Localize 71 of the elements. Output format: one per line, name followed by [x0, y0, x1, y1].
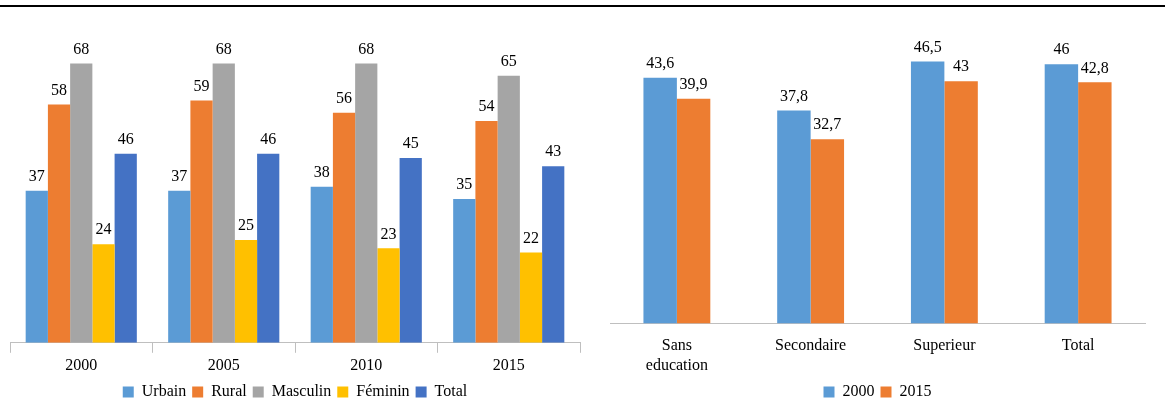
data-label: 37,8 — [779, 86, 808, 104]
bar — [399, 157, 422, 343]
bar — [47, 104, 71, 343]
data-label: 46 — [260, 130, 277, 148]
x-tick-label: Sans education — [645, 336, 708, 373]
data-label: 46 — [1053, 40, 1070, 58]
bar — [453, 199, 476, 343]
x-tick-label: Superieur — [913, 336, 977, 355]
legend-label: Féminin — [356, 382, 410, 400]
data-label: 68 — [358, 39, 375, 57]
data-label: 43 — [545, 142, 562, 160]
data-label: 46,5 — [913, 37, 942, 55]
data-label: 22 — [522, 228, 539, 246]
x-tick-label: 2005 — [207, 355, 240, 373]
data-label: 25 — [237, 216, 254, 234]
data-label: 24 — [95, 220, 112, 238]
bar — [1078, 82, 1112, 324]
bar — [643, 77, 677, 324]
bar — [519, 252, 543, 343]
bar — [1044, 64, 1079, 324]
data-label: 46 — [117, 130, 134, 148]
data-label: 58 — [51, 80, 68, 98]
data-label: 54 — [478, 97, 495, 115]
data-label: 65 — [500, 52, 517, 70]
data-label: 59 — [193, 76, 210, 94]
bar — [777, 110, 811, 324]
data-label: 37 — [171, 167, 188, 185]
data-label: 56 — [336, 89, 353, 106]
bar — [377, 248, 400, 343]
legend-label: Rural — [211, 382, 248, 400]
legend-label: Total — [434, 382, 468, 400]
data-label: 38 — [313, 162, 330, 180]
data-label: 32,7 — [813, 115, 842, 133]
data-label: 43,6 — [646, 54, 675, 72]
bar — [234, 240, 258, 343]
bar — [114, 153, 137, 343]
data-label: 35 — [456, 175, 473, 193]
data-label: 37 — [28, 167, 45, 185]
bar — [497, 75, 520, 343]
data-label: 45 — [402, 134, 419, 152]
bar — [676, 98, 711, 324]
legend-label: 2000 — [842, 382, 875, 400]
bar — [810, 139, 845, 324]
data-label: 42,8 — [1080, 58, 1109, 76]
bar — [257, 153, 280, 343]
data-label: 68 — [73, 39, 90, 57]
legend-label: Urbain — [141, 382, 187, 400]
x-tick-label: 2015 — [492, 355, 525, 373]
bar — [475, 121, 498, 343]
x-tick-label: 2010 — [350, 355, 383, 373]
bar — [355, 63, 378, 343]
legend-label: Masculin — [271, 382, 332, 400]
bar — [332, 112, 356, 343]
bar — [212, 63, 235, 343]
bar — [190, 100, 213, 343]
bar — [910, 61, 945, 324]
data-label: 68 — [215, 39, 232, 57]
bar — [944, 81, 978, 324]
data-label: 43 — [953, 57, 970, 75]
bar — [168, 190, 191, 343]
x-tick-label: 2000 — [65, 355, 98, 373]
data-label: 39,9 — [679, 74, 708, 92]
bar — [310, 186, 333, 343]
bar — [25, 190, 48, 343]
bar — [70, 63, 93, 343]
data-label: 23 — [380, 224, 397, 242]
bar — [92, 244, 115, 343]
legend-label: 2015 — [899, 382, 932, 400]
x-tick-label: Total — [1061, 336, 1095, 354]
x-tick-label: Secondaire — [775, 336, 847, 354]
bar — [542, 166, 565, 343]
